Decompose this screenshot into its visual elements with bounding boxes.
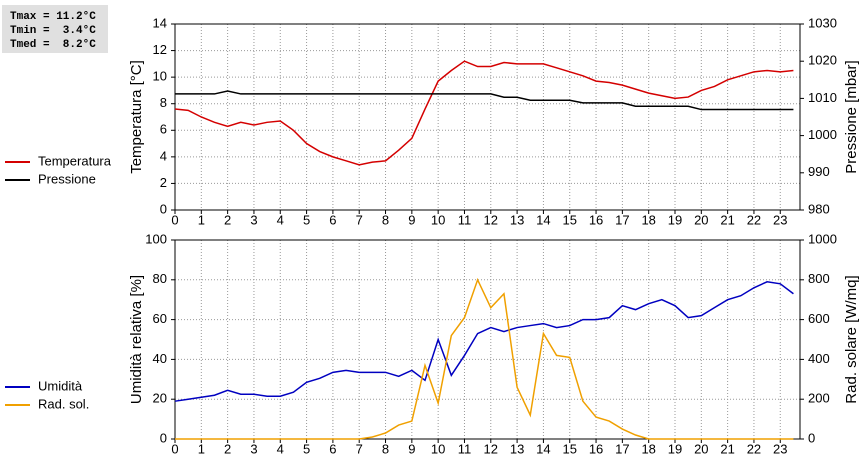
data-line — [174, 60, 794, 166]
y-axis-label: Umidità relativa [%] — [128, 275, 145, 404]
y-tick-label: 4 — [160, 148, 167, 163]
x-tick-label: 18 — [641, 212, 655, 227]
x-tick-label: 4 — [277, 212, 284, 227]
x-tick-label: 0 — [171, 212, 178, 227]
x-tick-label: 21 — [720, 441, 734, 456]
data-line — [174, 281, 794, 402]
x-tick-label: 9 — [408, 212, 415, 227]
y2-tick-label: 1010 — [808, 90, 837, 105]
x-tick-label: 8 — [382, 441, 389, 456]
x-tick-label: 10 — [431, 441, 445, 456]
x-tick-label: 12 — [484, 441, 498, 456]
y2-axis-label: Rad. solare [W/mq] — [843, 275, 860, 403]
x-tick-label: 13 — [510, 441, 524, 456]
plot-frame — [174, 23, 801, 211]
y-tick-label: 14 — [153, 15, 167, 30]
y2-tick-label: 1000 — [808, 231, 837, 246]
x-tick-label: 15 — [563, 441, 577, 456]
legend-label: Pressione — [38, 171, 96, 186]
data-line — [175, 90, 794, 111]
y-tick-label: 2 — [160, 175, 167, 190]
x-tick-label: 0 — [171, 441, 178, 456]
x-tick-label: 6 — [329, 441, 336, 456]
y2-tick-label: 1030 — [808, 15, 837, 30]
x-tick-label: 17 — [615, 212, 629, 227]
x-tick-label: 11 — [458, 212, 472, 227]
x-tick-label: 3 — [250, 212, 257, 227]
x-tick-label: 6 — [329, 212, 336, 227]
y2-tick-label: 980 — [808, 201, 830, 216]
x-tick-label: 12 — [484, 212, 498, 227]
y2-tick-label: 0 — [808, 430, 815, 445]
x-tick-label: 15 — [563, 212, 577, 227]
x-tick-label: 7 — [356, 212, 363, 227]
legend-label: Rad. sol. — [38, 396, 89, 411]
legend-label: Umidità — [38, 378, 83, 393]
stats-box — [2, 5, 108, 53]
x-tick-label: 5 — [303, 441, 310, 456]
y2-tick-label: 200 — [808, 391, 830, 406]
x-tick-label: 2 — [224, 212, 231, 227]
x-tick-label: 17 — [615, 441, 629, 456]
x-tick-label: 16 — [589, 441, 603, 456]
y-tick-label: 40 — [153, 351, 167, 366]
y-tick-label: 0 — [160, 430, 167, 445]
x-tick-label: 3 — [250, 441, 257, 456]
y-tick-label: 80 — [153, 271, 167, 286]
x-tick-label: 14 — [536, 441, 550, 456]
x-tick-label: 10 — [431, 212, 445, 227]
y-tick-label: 100 — [145, 231, 167, 246]
y2-tick-label: 1020 — [808, 53, 837, 68]
y2-tick-label: 1000 — [808, 127, 837, 142]
x-tick-label: 19 — [668, 441, 682, 456]
stat: Tmed = 8.2°C — [10, 39, 96, 51]
y-tick-label: 20 — [153, 391, 167, 406]
x-tick-label: 18 — [641, 441, 655, 456]
x-tick-label: 22 — [747, 212, 761, 227]
y-tick-label: 12 — [153, 42, 167, 57]
y2-tick-label: 800 — [808, 271, 830, 286]
y2-tick-label: 400 — [808, 351, 830, 366]
x-tick-label: 21 — [720, 212, 734, 227]
x-tick-label: 1 — [198, 212, 205, 227]
y-tick-label: 10 — [153, 69, 167, 84]
x-tick-label: 19 — [668, 212, 682, 227]
x-tick-label: 1 — [198, 441, 205, 456]
x-tick-label: 13 — [510, 212, 524, 227]
x-tick-label: 14 — [536, 212, 550, 227]
y-tick-label: 8 — [160, 95, 167, 110]
data-line — [175, 277, 794, 440]
x-tick-label: 4 — [277, 441, 284, 456]
y-tick-label: 6 — [160, 122, 167, 137]
stat: Tmin = 3.4°C — [10, 25, 96, 37]
x-tick-label: 2 — [224, 441, 231, 456]
x-tick-label: 5 — [303, 212, 310, 227]
y-tick-label: 60 — [153, 311, 167, 326]
x-tick-label: 20 — [694, 212, 708, 227]
x-tick-label: 16 — [589, 212, 603, 227]
x-tick-label: 9 — [408, 441, 415, 456]
y-axis-label: Temperatura [°C] — [128, 60, 145, 174]
y2-tick-label: 990 — [808, 164, 830, 179]
y-tick-label: 0 — [160, 201, 167, 216]
y2-tick-label: 600 — [808, 311, 830, 326]
legend-label: Temperatura — [38, 153, 112, 168]
x-tick-label: 20 — [694, 441, 708, 456]
y2-axis-label: Pressione [mbar] — [843, 60, 860, 173]
x-tick-label: 8 — [382, 212, 389, 227]
x-tick-label: 23 — [773, 441, 787, 456]
plot-frame — [174, 239, 801, 440]
x-tick-label: 22 — [747, 441, 761, 456]
x-tick-label: 7 — [356, 441, 363, 456]
stat: Tmax = 11.2°C — [10, 11, 96, 23]
x-tick-label: 11 — [458, 441, 472, 456]
x-tick-label: 23 — [773, 212, 787, 227]
